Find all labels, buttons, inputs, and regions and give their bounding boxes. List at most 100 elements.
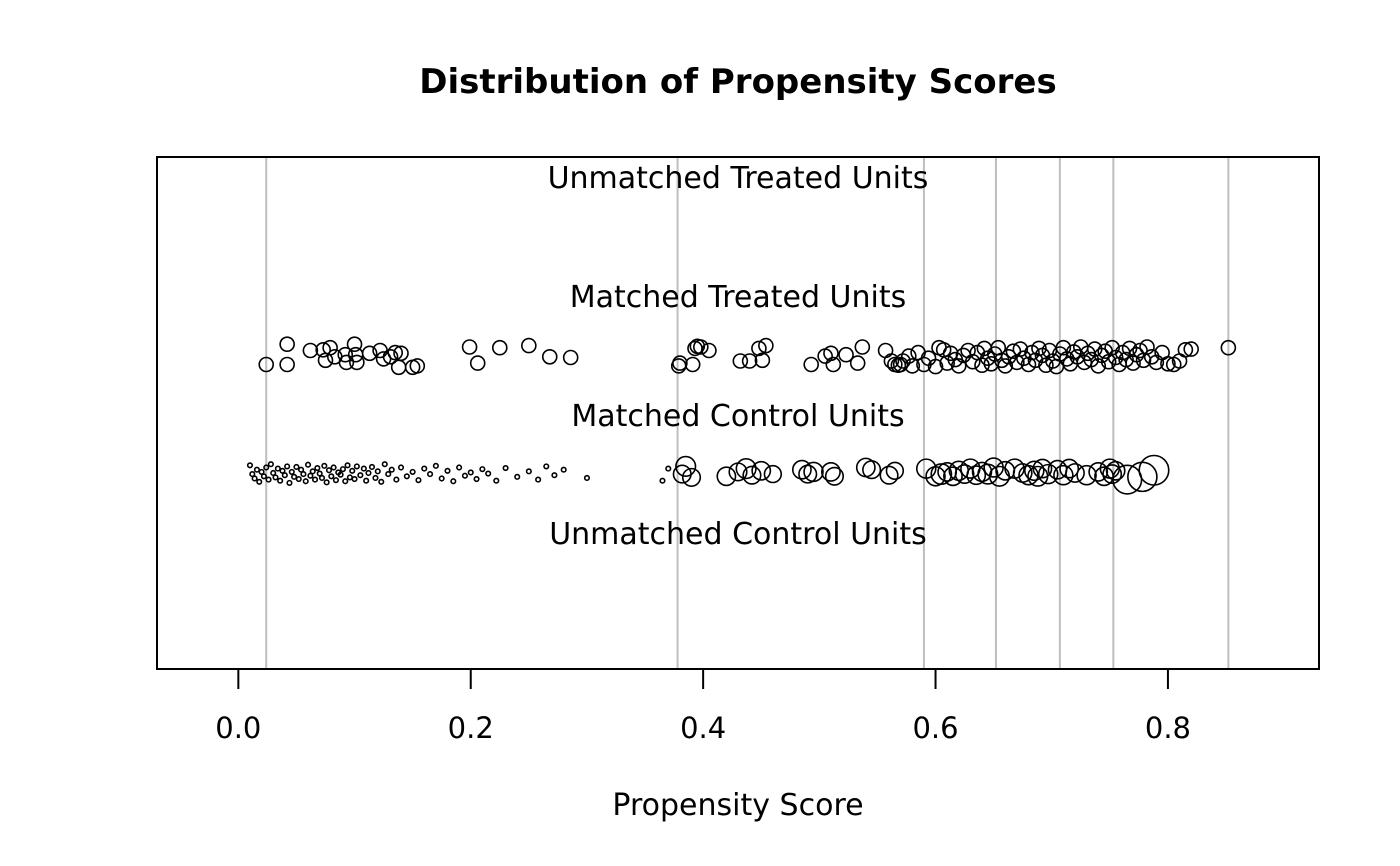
point-matched-control-129 bbox=[1076, 464, 1097, 486]
point-matched-control-114 bbox=[977, 463, 999, 485]
x-tick-label-0: 0.0 bbox=[215, 711, 261, 745]
point-matched-control-126 bbox=[1053, 464, 1074, 486]
point-matched-treated-52 bbox=[895, 353, 911, 369]
group-label-unmatched-control: Unmatched Control Units bbox=[549, 517, 927, 552]
group-label-matched-treated: Matched Treated Units bbox=[570, 280, 907, 315]
point-matched-control-61 bbox=[409, 468, 416, 475]
point-matched-treated-85 bbox=[1031, 340, 1047, 357]
point-matched-control-127 bbox=[1059, 458, 1080, 479]
point-matched-control-31 bbox=[318, 474, 326, 482]
point-matched-control-70 bbox=[461, 472, 468, 479]
point-matched-treated-40 bbox=[803, 356, 820, 373]
point-matched-control-22 bbox=[298, 466, 305, 473]
point-matched-treated-112 bbox=[1125, 355, 1141, 371]
point-matched-treated-116 bbox=[1139, 339, 1155, 355]
point-matched-control-9 bbox=[267, 461, 274, 468]
point-matched-treated-3 bbox=[302, 342, 319, 359]
point-matched-control-0 bbox=[246, 462, 254, 469]
point-matched-control-72 bbox=[473, 475, 480, 483]
point-matched-treated-18 bbox=[390, 359, 407, 376]
point-matched-control-74 bbox=[485, 470, 492, 477]
point-matched-control-120 bbox=[1018, 464, 1039, 486]
point-matched-control-33 bbox=[323, 479, 330, 486]
point-matched-treated-102 bbox=[1090, 358, 1107, 374]
point-matched-treated-125 bbox=[1220, 339, 1237, 356]
point-matched-control-11 bbox=[272, 474, 279, 481]
point-matched-control-87 bbox=[675, 455, 697, 477]
point-matched-control-64 bbox=[427, 471, 434, 478]
point-matched-treated-16 bbox=[382, 348, 399, 365]
point-matched-control-66 bbox=[438, 475, 445, 482]
point-matched-control-4 bbox=[256, 478, 263, 485]
point-matched-control-6 bbox=[260, 473, 267, 480]
point-matched-control-71 bbox=[467, 469, 474, 476]
point-matched-treated-17 bbox=[387, 344, 404, 361]
point-matched-treated-12 bbox=[349, 354, 365, 371]
point-matched-treated-110 bbox=[1118, 351, 1134, 368]
point-matched-treated-51 bbox=[892, 356, 909, 373]
point-matched-treated-58 bbox=[927, 358, 944, 375]
point-matched-treated-10 bbox=[346, 336, 363, 353]
point-matched-control-110 bbox=[954, 464, 975, 485]
group-label-matched-control: Matched Control Units bbox=[571, 399, 904, 434]
point-matched-control-94 bbox=[763, 464, 783, 484]
point-matched-treated-13 bbox=[361, 345, 378, 362]
point-matched-treated-34 bbox=[701, 342, 717, 359]
point-matched-control-89 bbox=[716, 466, 737, 487]
point-matched-treated-4 bbox=[315, 341, 331, 358]
point-matched-control-19 bbox=[291, 473, 298, 480]
point-matched-control-136 bbox=[1127, 461, 1158, 493]
point-matched-control-46 bbox=[353, 463, 360, 470]
point-matched-control-13 bbox=[277, 477, 284, 484]
point-matched-control-123 bbox=[1032, 458, 1053, 479]
point-matched-treated-76 bbox=[997, 358, 1014, 374]
point-matched-control-18 bbox=[288, 468, 295, 475]
point-matched-control-133 bbox=[1102, 464, 1123, 485]
point-matched-treated-78 bbox=[1005, 343, 1022, 360]
point-matched-treated-37 bbox=[751, 340, 767, 357]
point-matched-control-48 bbox=[360, 465, 367, 472]
point-matched-treated-42 bbox=[823, 345, 839, 362]
point-matched-control-35 bbox=[328, 473, 335, 480]
point-matched-treated-22 bbox=[461, 339, 478, 355]
point-matched-treated-29 bbox=[672, 355, 688, 371]
x-axis-ticks: 0.0 0.2 0.4 0.6 0.8 bbox=[215, 669, 1191, 745]
point-matched-control-84 bbox=[659, 477, 666, 484]
point-matched-treated-2 bbox=[279, 336, 295, 353]
point-matched-control-5 bbox=[258, 468, 265, 475]
point-matched-treated-33 bbox=[693, 339, 709, 355]
point-matched-control-93 bbox=[751, 460, 772, 481]
point-matched-control-23 bbox=[300, 471, 307, 478]
point-matched-treated-123 bbox=[1177, 341, 1194, 358]
point-matched-treated-80 bbox=[1012, 341, 1029, 357]
point-matched-control-28 bbox=[311, 476, 319, 483]
point-matched-treated-117 bbox=[1143, 348, 1160, 365]
point-matched-control-98 bbox=[821, 461, 841, 482]
point-matched-control-124 bbox=[1037, 463, 1059, 485]
point-matched-control-80 bbox=[543, 463, 550, 470]
point-matched-control-57 bbox=[388, 466, 395, 473]
point-matched-control-60 bbox=[403, 473, 410, 480]
point-matched-control-53 bbox=[374, 468, 381, 475]
point-matched-control-85 bbox=[665, 465, 672, 472]
point-matched-treated-124 bbox=[1183, 341, 1199, 357]
point-matched-control-54 bbox=[378, 478, 385, 485]
point-matched-control-81 bbox=[551, 472, 558, 479]
point-matched-control-1 bbox=[249, 471, 256, 478]
point-matched-treated-54 bbox=[904, 358, 921, 374]
point-matched-control-21 bbox=[295, 475, 302, 483]
point-matched-treated-0 bbox=[258, 356, 275, 373]
point-matched-treated-53 bbox=[901, 348, 917, 364]
point-matched-control-75 bbox=[493, 477, 500, 484]
point-matched-treated-6 bbox=[322, 339, 338, 356]
point-matched-control-65 bbox=[432, 462, 439, 469]
point-matched-control-24 bbox=[302, 478, 309, 485]
point-matched-control-59 bbox=[397, 464, 405, 471]
x-tick-label-3: 0.6 bbox=[912, 711, 958, 745]
point-matched-control-30 bbox=[316, 470, 323, 477]
point-matched-treated-9 bbox=[338, 354, 355, 371]
point-matched-treated-30 bbox=[684, 356, 701, 373]
point-matched-treated-36 bbox=[741, 353, 758, 369]
point-matched-control-92 bbox=[742, 465, 762, 485]
